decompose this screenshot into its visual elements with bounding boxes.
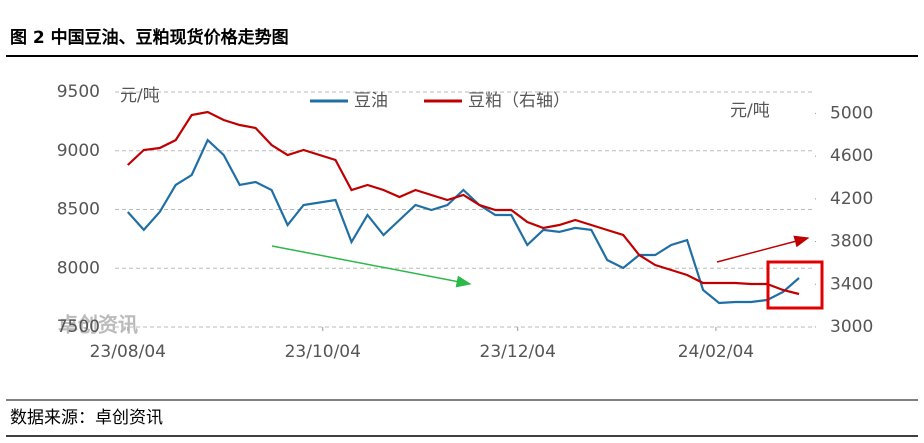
y2-tick-label: 3800 [830, 232, 873, 252]
series-line [127, 110, 800, 296]
y-tick-label: 8000 [57, 258, 100, 278]
highlight-box [766, 260, 824, 310]
x-tick-label: 24/02/04 [678, 342, 754, 362]
y2-unit: 元/吨 [730, 101, 770, 121]
legend-label: 豆油 [354, 91, 388, 111]
plot [126, 110, 800, 305]
y-tick-label: 7500 [57, 317, 100, 337]
series-line [126, 138, 800, 305]
watermark: 卓创资讯 [58, 313, 138, 337]
trend-arrow [716, 235, 810, 263]
y-tick-label: 9500 [57, 82, 100, 102]
grid [115, 91, 815, 328]
y-tick-label: 8500 [57, 200, 100, 220]
y-tick-label: 9000 [57, 141, 100, 161]
y-unit: 元/吨 [120, 86, 160, 106]
y2-tick-label: 3000 [830, 317, 873, 337]
x-tick-label: 23/08/04 [90, 342, 166, 362]
y2-tick-label: 3400 [830, 274, 873, 294]
x-tick-label: 23/10/04 [285, 342, 361, 362]
legend-label: 豆粕（右轴） [468, 91, 570, 111]
trend-arrow [271, 245, 472, 288]
y2-tick-label: 4200 [830, 189, 873, 209]
y2-tick-label: 5000 [830, 103, 873, 123]
y2-tick-label: 4600 [830, 146, 873, 166]
x-tick-label: 23/12/04 [480, 342, 556, 362]
chart-title: 图 2 中国豆油、豆粕现货价格走势图 [10, 27, 289, 48]
source: 数据来源：卓创资讯 [10, 408, 163, 428]
